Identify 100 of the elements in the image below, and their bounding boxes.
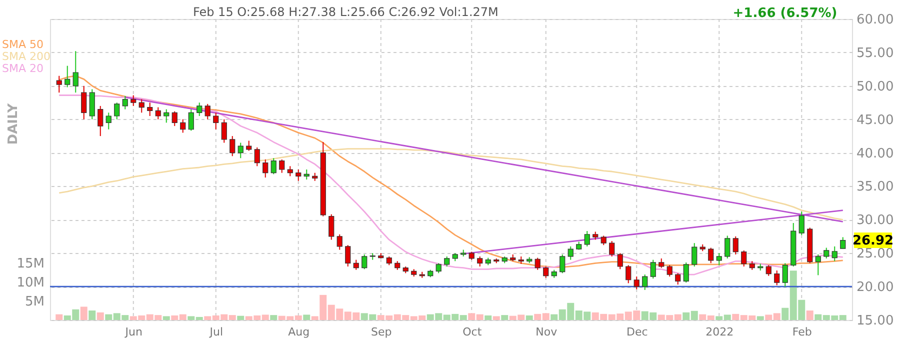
y-tick-label: 55.00 bbox=[856, 46, 894, 61]
bar bbox=[501, 315, 508, 320]
candlestick bbox=[617, 252, 623, 270]
candlestick bbox=[279, 158, 285, 174]
candlestick bbox=[304, 169, 310, 180]
x-tick-label: Jun bbox=[124, 326, 142, 338]
y-tick-label: 25.00 bbox=[856, 246, 894, 262]
candlestick bbox=[246, 140, 252, 152]
text: SMA 50 bbox=[2, 38, 44, 51]
candlestick bbox=[106, 112, 112, 130]
candlestick bbox=[626, 264, 632, 284]
candlestick bbox=[204, 103, 210, 120]
candlestick bbox=[815, 254, 821, 276]
candlestick bbox=[130, 94, 136, 106]
candlestick bbox=[609, 240, 615, 257]
candlestick bbox=[98, 105, 104, 137]
candlestick bbox=[89, 88, 95, 120]
candlestick bbox=[336, 234, 342, 250]
text: SMA 200 bbox=[2, 50, 50, 63]
candlestick bbox=[328, 214, 334, 240]
bar bbox=[56, 314, 63, 320]
candlestick bbox=[72, 50, 78, 94]
candlestick bbox=[262, 158, 268, 178]
candlestick bbox=[164, 108, 170, 124]
bar bbox=[237, 316, 244, 320]
bar bbox=[492, 316, 500, 320]
candlestick bbox=[147, 102, 153, 116]
candlestick bbox=[436, 262, 442, 274]
candlestick bbox=[230, 136, 236, 157]
y-tick-label: 50.00 bbox=[856, 79, 894, 94]
candlestick bbox=[362, 254, 368, 270]
candlestick bbox=[675, 272, 681, 286]
x-tick-label: Dec bbox=[626, 326, 648, 338]
bar bbox=[303, 314, 310, 320]
bar bbox=[88, 310, 96, 320]
candlestick bbox=[221, 118, 227, 144]
candlestick bbox=[122, 95, 128, 110]
candlestick bbox=[732, 236, 738, 255]
bar bbox=[756, 316, 764, 320]
candlestick bbox=[692, 242, 698, 267]
chart-title: Feb 15 O:25.68 H:27.38 L:25.66 C:26.92 Vol:1.27M bbox=[193, 5, 498, 19]
candlestick bbox=[254, 146, 260, 167]
x-tick-label: Oct bbox=[462, 326, 482, 338]
candlestick bbox=[270, 158, 276, 175]
candlestick bbox=[840, 236, 846, 250]
y-tick-label: 20.00 bbox=[856, 280, 894, 296]
candlestick bbox=[634, 276, 640, 290]
x-tick-label: Nov bbox=[536, 326, 558, 338]
y-tick-label: 45.00 bbox=[856, 112, 894, 128]
candlestick bbox=[155, 106, 161, 120]
candlestick bbox=[296, 169, 302, 182]
candlestick bbox=[741, 250, 747, 267]
y2-tick-label: 10M bbox=[16, 275, 44, 290]
y-tick-label: 40.00 bbox=[856, 146, 894, 162]
candlestick bbox=[774, 270, 780, 286]
candlestick bbox=[568, 246, 574, 260]
candlestick bbox=[188, 108, 194, 132]
y2-tick-label: 5M bbox=[25, 294, 44, 310]
candlestick bbox=[196, 102, 202, 116]
x-tick-label: 2022 bbox=[706, 326, 734, 338]
bar bbox=[162, 316, 170, 320]
y-tick-label: 60.00 bbox=[856, 12, 894, 28]
candlestick bbox=[824, 247, 830, 259]
candlestick bbox=[724, 235, 730, 259]
candlestick bbox=[180, 118, 186, 134]
candlestick bbox=[832, 246, 838, 262]
x-tick-label: Sep bbox=[371, 326, 392, 338]
bar bbox=[526, 315, 533, 320]
x-tick-label: Feb bbox=[792, 326, 812, 338]
candlestick bbox=[56, 75, 62, 94]
candlestick bbox=[353, 259, 359, 270]
y-tick-label: 15.00 bbox=[856, 314, 894, 328]
y2-tick-label: 15M bbox=[16, 256, 44, 272]
y-tick-label: 30.00 bbox=[856, 213, 894, 228]
annotation: +1.66 (6.57%) bbox=[732, 6, 838, 21]
candlestick bbox=[238, 142, 244, 159]
candlestick bbox=[64, 65, 70, 88]
candlestick bbox=[114, 102, 120, 120]
candlestick bbox=[560, 254, 566, 274]
candlestick bbox=[600, 235, 606, 246]
bar bbox=[80, 306, 88, 320]
candlestick bbox=[534, 257, 540, 270]
candlestick bbox=[782, 262, 788, 288]
candlestick bbox=[543, 266, 549, 278]
candlestick bbox=[642, 274, 648, 290]
candlestick bbox=[477, 256, 483, 267]
candlestick bbox=[798, 211, 804, 236]
candlestick bbox=[81, 85, 87, 120]
candlestick bbox=[444, 256, 450, 267]
x-tick-label: Aug bbox=[288, 326, 310, 338]
text: DAILY bbox=[6, 102, 21, 145]
text: SMA 20 bbox=[2, 62, 44, 75]
candlestick bbox=[138, 98, 144, 114]
x-tick-label: Jul bbox=[208, 326, 224, 338]
candlestick bbox=[650, 259, 656, 280]
y-tick-label: 35.00 bbox=[856, 180, 894, 195]
bar bbox=[806, 310, 814, 320]
candlestick bbox=[584, 230, 590, 247]
candlestick bbox=[766, 264, 772, 276]
line-series bbox=[58, 148, 844, 220]
